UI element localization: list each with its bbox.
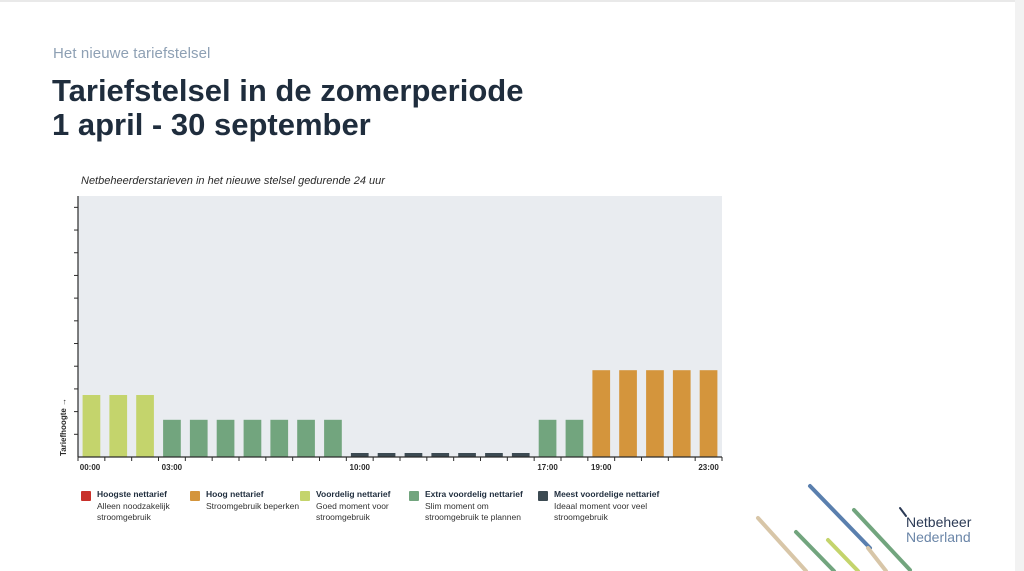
bar-21 — [646, 370, 664, 457]
bar-19 — [592, 370, 611, 457]
legend-desc: Stroomgebruik beperken — [206, 501, 300, 511]
legend-title: Hoog nettarief — [206, 489, 264, 499]
bar-2 — [136, 395, 154, 457]
side-strip — [1015, 0, 1024, 571]
top-rule — [0, 0, 1024, 2]
legend-desc: Goed moment voor stroomgebruik — [316, 501, 389, 522]
bar-14 — [458, 453, 476, 457]
x-tick-label: 17:00 — [537, 463, 558, 472]
legend-title: Extra voordelig nettarief — [425, 489, 523, 499]
bar-15 — [485, 453, 503, 457]
legend-desc: Slim moment om stroomgebruik te plannen — [425, 501, 521, 522]
bar-9 — [324, 419, 342, 457]
bar-5 — [216, 419, 235, 457]
chart-caption: Netbeheerderstarieven in het nieuwe stel… — [81, 175, 385, 187]
bar-22 — [672, 370, 691, 457]
logo-line2: Nederland — [906, 529, 971, 545]
x-tick-label: 10:00 — [350, 463, 371, 472]
netbeheer-logo-text: Netbeheer Nederland — [906, 515, 971, 545]
bar-23 — [699, 370, 718, 457]
x-tick-label: 00:00 — [80, 463, 101, 472]
plot-area — [78, 196, 722, 457]
legend-swatch-extra — [409, 491, 419, 501]
legend-swatch-meest — [538, 491, 548, 501]
bar-17 — [538, 419, 557, 457]
bar-13 — [431, 453, 450, 457]
legend-desc: Ideaal moment voor veel stroomgebruik — [554, 501, 648, 522]
logo-line1: Netbeheer — [906, 514, 972, 530]
legend-swatch-voordelig — [300, 491, 310, 501]
slide-title-line1: Tariefstelsel in de zomerperiode — [52, 73, 524, 108]
bar-1 — [109, 395, 128, 457]
legend-title: Meest voordelige nettarief — [554, 489, 660, 499]
bar-11 — [377, 453, 396, 457]
legend-desc: Alleen noodzakelijk stroomgebruik — [97, 501, 170, 522]
bar-10 — [350, 453, 369, 457]
x-tick-label: 23:00 — [698, 463, 719, 472]
netbeheer-logo-graphic — [756, 484, 912, 571]
bar-20 — [619, 370, 637, 457]
bar-18 — [565, 419, 584, 457]
bar-3 — [163, 419, 181, 457]
y-axis-label: Tariefhoogte → — [59, 398, 68, 456]
bar-0 — [82, 395, 101, 457]
slide-title: Tariefstelsel in de zomerperiode 1 april… — [52, 74, 523, 142]
bar-4 — [189, 419, 208, 457]
legend-title: Hoogste nettarief — [97, 489, 167, 499]
legend-title: Voordelig nettarief — [316, 489, 391, 499]
slide-kicker: Het nieuwe tariefstelsel — [53, 45, 211, 62]
legend-swatch-hoog — [190, 491, 200, 501]
slide-title-line2: 1 april - 30 september — [52, 107, 371, 142]
legend-swatch-hoogste — [81, 491, 91, 501]
bar-16 — [511, 453, 530, 457]
bar-8 — [297, 419, 315, 457]
bar-6 — [243, 419, 262, 457]
x-tick-label: 03:00 — [162, 463, 183, 472]
bar-7 — [270, 419, 289, 457]
bar-12 — [404, 453, 423, 457]
x-tick-label: 19:00 — [591, 463, 612, 472]
